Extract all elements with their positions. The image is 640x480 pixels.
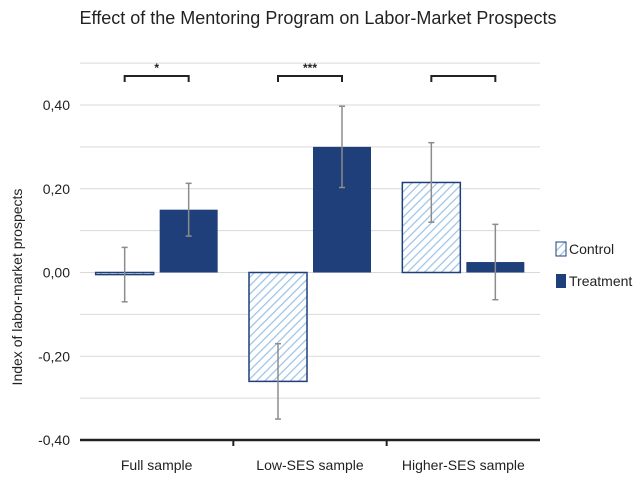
legend-swatch-treatment	[556, 274, 566, 288]
x-tick-label: Full sample	[121, 457, 193, 473]
legend-label-control: Control	[569, 241, 614, 257]
bars	[94, 146, 525, 383]
significance-bracket	[430, 75, 497, 82]
legend: Control Treatment	[555, 241, 632, 289]
chart-title: Effect of the Mentoring Program on Labor…	[80, 8, 557, 28]
y-tick-label: 0,40	[43, 97, 70, 113]
significance-bracket	[123, 75, 190, 82]
significance-marker: *	[154, 61, 159, 75]
significance-marker: ***	[303, 61, 317, 75]
significance-bracket	[277, 75, 343, 82]
legend-swatch-control	[555, 241, 567, 257]
y-tick-label: -0,20	[38, 348, 70, 364]
x-tick-labels: Full sample Low-SES sample Higher-SES samp…	[121, 440, 525, 473]
y-axis-label: Index of labor-market prospects	[9, 189, 25, 386]
x-tick-label: Higher-SES sample	[402, 457, 525, 473]
gridlines	[80, 62, 540, 399]
error-bars	[121, 105, 499, 420]
legend-label-treatment: Treatment	[569, 273, 632, 289]
y-tick-label: -0,40	[38, 432, 70, 448]
y-tick-labels: -0,40 -0,20 0,00 0,20 0,40	[38, 97, 70, 448]
x-tick-label: Low-SES sample	[256, 457, 364, 473]
y-tick-label: 0,20	[43, 181, 70, 197]
significance-brackets: * ***	[123, 61, 497, 82]
y-tick-label: 0,00	[43, 265, 70, 281]
